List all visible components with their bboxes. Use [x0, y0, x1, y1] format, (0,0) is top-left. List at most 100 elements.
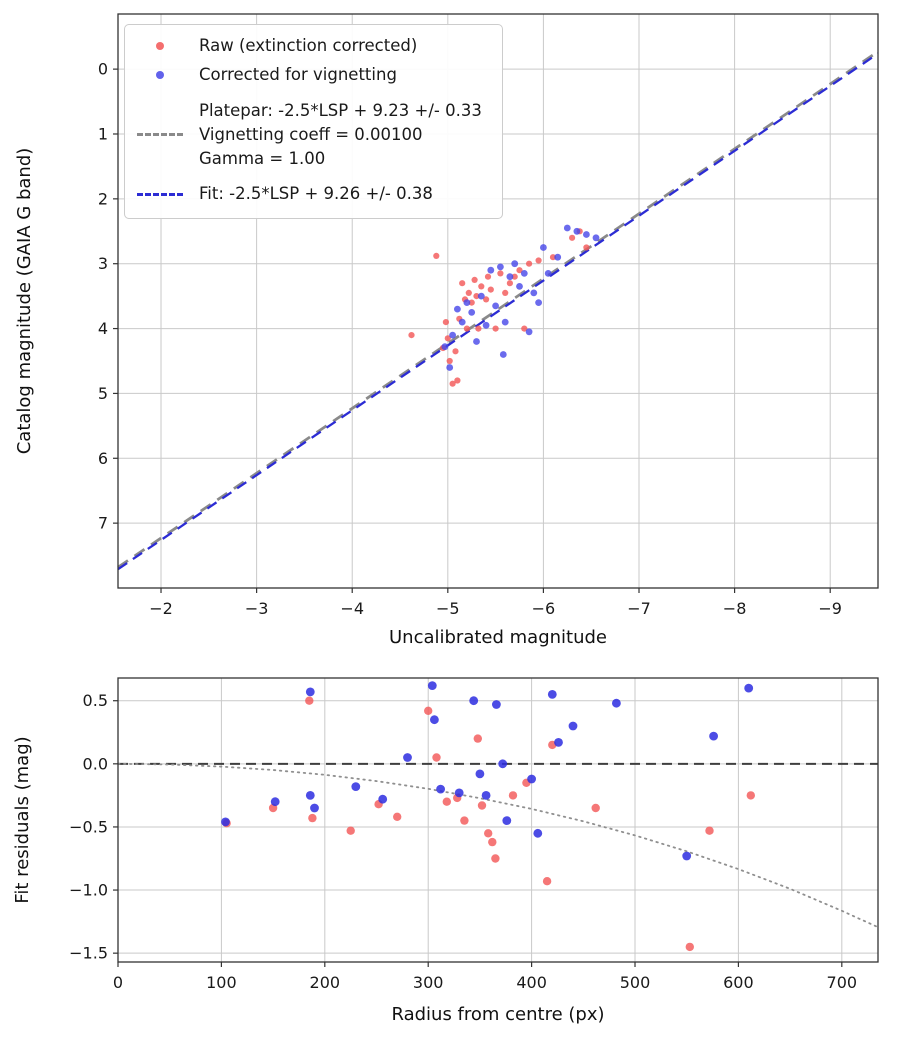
data-point-series-0	[511, 273, 518, 280]
data-point-series-1	[612, 698, 621, 708]
data-point-series-0	[308, 813, 317, 823]
blue-dot-marker	[156, 71, 164, 80]
legend-label-vignetting: Corrected for vignetting	[199, 65, 397, 85]
y-tick-label: 0.5	[83, 691, 108, 710]
data-point-series-1	[592, 234, 600, 242]
data-point-series-0	[526, 260, 533, 267]
data-point-series-1	[506, 273, 514, 281]
x-tick-label: −6	[532, 599, 556, 618]
bottom-xaxis-label: Radius from centre (px)	[391, 1004, 604, 1025]
data-point-series-1	[305, 791, 315, 800]
data-point-series-0	[424, 706, 433, 715]
data-point-series-1	[492, 302, 499, 310]
legend-label-fit: Fit: -2.5*LSP + 9.26 +/- 0.38	[199, 184, 433, 204]
data-point-series-0	[459, 280, 466, 287]
x-tick-label: 600	[723, 973, 754, 992]
x-tick-label: −2	[149, 599, 173, 618]
x-tick-label: −7	[627, 599, 651, 618]
bottom-plot-area: 0 100 200 300 400 500 600 700 0.5 0.0 −0.5 −1.0 −1.5	[69, 677, 879, 992]
data-point-series-0	[408, 332, 415, 339]
plot-border	[117, 13, 879, 589]
legend: Raw (extinction corrected) Corrected for…	[124, 24, 503, 219]
data-point-series-1	[473, 338, 480, 345]
data-point-series-1	[270, 797, 280, 807]
data-point-series-0	[468, 299, 475, 306]
data-point-series-1	[547, 690, 557, 699]
data-point-series-1	[221, 817, 230, 827]
data-point-series-1	[583, 231, 590, 238]
data-point-series-0	[508, 791, 518, 800]
data-point-series-0	[346, 826, 355, 835]
legend-item-fit: Fit: -2.5*LSP + 9.26 +/- 0.38	[135, 183, 482, 205]
data-point-series-1	[449, 331, 456, 339]
data-point-series-0	[393, 812, 402, 821]
x-tick-label: −9	[818, 599, 842, 618]
data-point-series-0	[442, 797, 451, 806]
top-chart-magnitude-fit: −2 −3 −4 −5 −6 −7 −8 −9 0 1 2 3 4 5 6 7 Uncalibrated ma…	[14, 13, 879, 648]
y-tick-label: 1	[98, 124, 108, 143]
legend-marker-cell	[135, 192, 185, 196]
data-point-series-0	[491, 854, 500, 863]
data-point-series-0	[542, 877, 552, 886]
data-point-series-0	[463, 325, 470, 332]
data-point-series-1	[403, 753, 412, 762]
data-point-series-1	[525, 328, 533, 336]
x-tick-label: 300	[413, 973, 444, 992]
data-point-series-0	[705, 826, 714, 835]
data-point-series-1	[744, 683, 754, 693]
data-point-series-1	[454, 305, 461, 313]
data-point-series-0	[460, 816, 469, 825]
data-point-series-1	[469, 696, 479, 706]
data-point-series-1	[497, 263, 504, 271]
top-xaxis-label: Uncalibrated magnitude	[389, 627, 607, 648]
data-point-series-0	[521, 325, 528, 332]
data-point-series-1	[499, 351, 507, 358]
legend-marker-cell	[135, 71, 185, 80]
x-tick-label: −5	[436, 599, 460, 618]
data-point-series-0	[506, 280, 513, 287]
data-point-series-0	[685, 942, 694, 952]
data-point-series-1	[378, 794, 388, 804]
gray-dashed-line-marker	[137, 133, 183, 137]
data-point-series-0	[583, 244, 590, 251]
legend-item-raw: Raw (extinction corrected)	[135, 35, 482, 57]
x-tick-label: 400	[516, 973, 547, 992]
data-point-series-0	[549, 254, 557, 261]
red-dot-marker	[156, 42, 164, 51]
data-point-series-1	[568, 721, 578, 731]
gamma-value: Gamma = 1.00	[199, 149, 326, 169]
data-point-series-0	[473, 293, 480, 300]
bottom-chart-residuals: 0 100 200 300 400 500 600 700 0.5 0.0 −0.5 −1.0 −1.5…	[12, 677, 879, 1025]
x-tick-label: 700	[827, 973, 858, 992]
y-tick-label: 3	[98, 254, 108, 273]
y-tick-label: 2	[98, 189, 108, 208]
data-point-series-0	[432, 753, 441, 762]
x-tick-label: 100	[206, 973, 237, 992]
data-point-series-0	[516, 267, 523, 274]
fit-line	[117, 52, 879, 571]
data-point-series-0	[484, 273, 492, 280]
data-point-series-1	[502, 816, 512, 825]
data-point-series-1	[563, 224, 571, 232]
data-point-series-0	[442, 319, 449, 326]
plot-border	[117, 677, 879, 963]
data-point-series-1	[709, 731, 718, 741]
data-point-series-0	[591, 803, 600, 813]
data-point-series-1	[540, 244, 547, 251]
data-point-series-1	[458, 318, 466, 326]
data-point-series-1	[492, 700, 501, 709]
data-point-series-1	[482, 321, 490, 329]
data-point-series-1	[533, 828, 543, 838]
data-point-series-1	[351, 782, 361, 791]
data-point-series-0	[471, 276, 478, 283]
data-point-series-1	[481, 791, 491, 800]
data-point-series-0	[444, 335, 451, 342]
data-point-series-0	[473, 734, 482, 743]
data-point-series-1	[511, 260, 519, 268]
data-point-series-1	[477, 292, 485, 300]
data-point-series-1	[682, 851, 692, 861]
y-tick-label: 0	[98, 60, 108, 79]
legend-item-vignetting: Corrected for vignetting	[135, 64, 482, 86]
data-point-series-1	[573, 227, 581, 235]
